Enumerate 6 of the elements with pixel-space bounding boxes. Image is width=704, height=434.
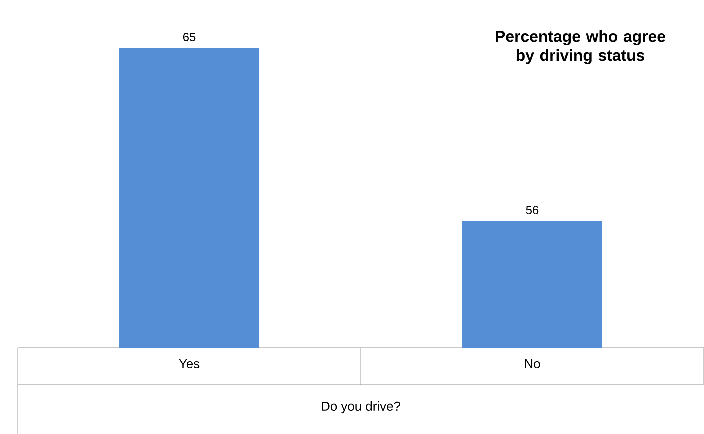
chart-title: Percentage who agree by driving status <box>496 30 666 64</box>
data-label: 56 <box>526 206 539 215</box>
x-axis-title: Do you drive? <box>322 402 400 414</box>
x-tick-label: Yes <box>179 360 200 369</box>
x-tick-label: No <box>525 360 540 369</box>
data-label: 65 <box>183 33 196 42</box>
